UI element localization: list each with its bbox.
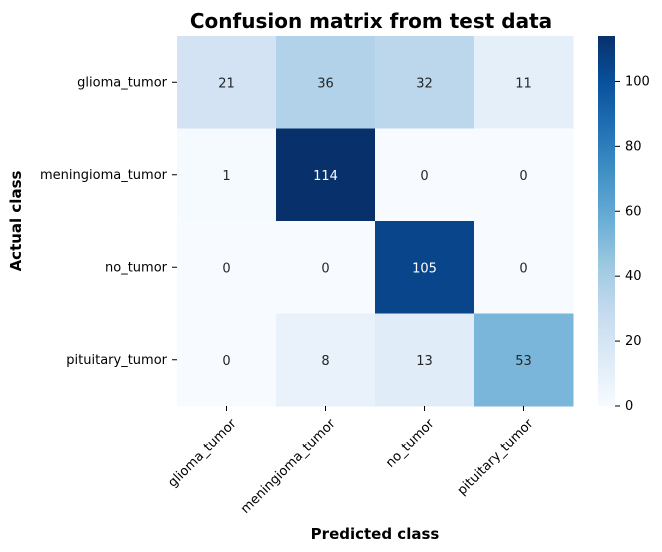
colorbar-ticks: 0 20 40 60 80 100 <box>615 74 650 414</box>
heatmap-cell-r0-c0 <box>177 36 277 129</box>
heatmap-cell-r3-c1 <box>276 313 376 407</box>
y-tick-label-0: glioma_tumor <box>77 75 168 90</box>
y-axis-title: Actual class <box>7 171 25 272</box>
heatmap-cell-r0-c1 <box>276 36 376 129</box>
heatmap-cell-r3-c0 <box>177 313 277 407</box>
cell-value-label-r2-c3: 0 <box>519 261 527 276</box>
heatmap-cell-r1-c3 <box>474 128 574 222</box>
x-tick-label-1: meningioma_tumor <box>238 416 339 517</box>
cell-value-label-r1-c1: 114 <box>313 169 338 184</box>
colorbar-tick-label-1: 20 <box>625 334 642 349</box>
cell-value-label-r3-c3: 53 <box>515 354 532 369</box>
x-tick-label-3: pituitary_tumor <box>455 416 537 498</box>
cell-value-label-r1-c0: 1 <box>222 169 230 184</box>
colorbar-tick-label-2: 40 <box>625 269 642 284</box>
colorbar-tick-label-4: 80 <box>625 139 642 154</box>
heatmap-cell-r2-c1 <box>276 221 376 314</box>
cell-value-label-r0-c1: 36 <box>317 76 334 91</box>
heatmap-cell-r3-c2 <box>375 313 475 407</box>
cell-value-label-r0-c2: 32 <box>416 76 433 91</box>
cell-value-label-r1-c3: 0 <box>519 169 527 184</box>
colorbar-gradient <box>598 36 615 406</box>
heatmap-cell-r1-c2 <box>375 128 475 222</box>
x-tick-label-2: no_tumor <box>383 416 438 471</box>
colorbar: 0 20 40 60 80 100 <box>598 36 650 414</box>
heatmap-cell-r0-c2 <box>375 36 475 129</box>
colorbar-tick-label-3: 60 <box>625 204 642 219</box>
cell-value-label-r0-c0: 21 <box>218 76 235 91</box>
cell-value-label-r2-c0: 0 <box>222 261 230 276</box>
cell-value-label-r3-c2: 13 <box>416 354 433 369</box>
heatmap-cell-r3-c3 <box>474 313 574 407</box>
x-axis-title: Predicted class <box>311 525 440 543</box>
heatmap-cell-r2-c3 <box>474 221 574 314</box>
heatmap-cell-r1-c0 <box>177 128 277 222</box>
chart-title: Confusion matrix from test data <box>190 9 552 33</box>
cell-value-label-r3-c1: 8 <box>321 354 329 369</box>
cell-value-label-r2-c1: 0 <box>321 261 329 276</box>
heatmap: 21 36 32 111 114 0 00 0 105 00 8 13 53 <box>177 36 574 407</box>
cell-value-label-r1-c2: 0 <box>420 169 428 184</box>
heatmap-cell-r2-c2 <box>375 221 475 314</box>
heatmap-cell-r1-c1 <box>276 128 376 222</box>
x-tick-label-0: glioma_tumor <box>165 416 240 491</box>
y-tick-label-1: meningioma_tumor <box>40 168 168 183</box>
y-axis-ticks: glioma_tumor meningioma_tumor no_tumorpitu… <box>40 75 177 368</box>
heatmap-cell-r2-c0 <box>177 221 277 314</box>
colorbar-tick-label-5: 100 <box>625 74 650 89</box>
colorbar-tick-label-0: 0 <box>625 399 633 414</box>
cell-value-label-r0-c3: 11 <box>515 76 532 91</box>
cell-value-label-r3-c0: 0 <box>222 354 230 369</box>
y-tick-label-3: pituitary_tumor <box>66 353 167 368</box>
y-tick-label-2: no_tumor <box>105 260 168 275</box>
cell-value-label-r2-c2: 105 <box>412 261 437 276</box>
heatmap-cell-r0-c3 <box>474 36 574 129</box>
